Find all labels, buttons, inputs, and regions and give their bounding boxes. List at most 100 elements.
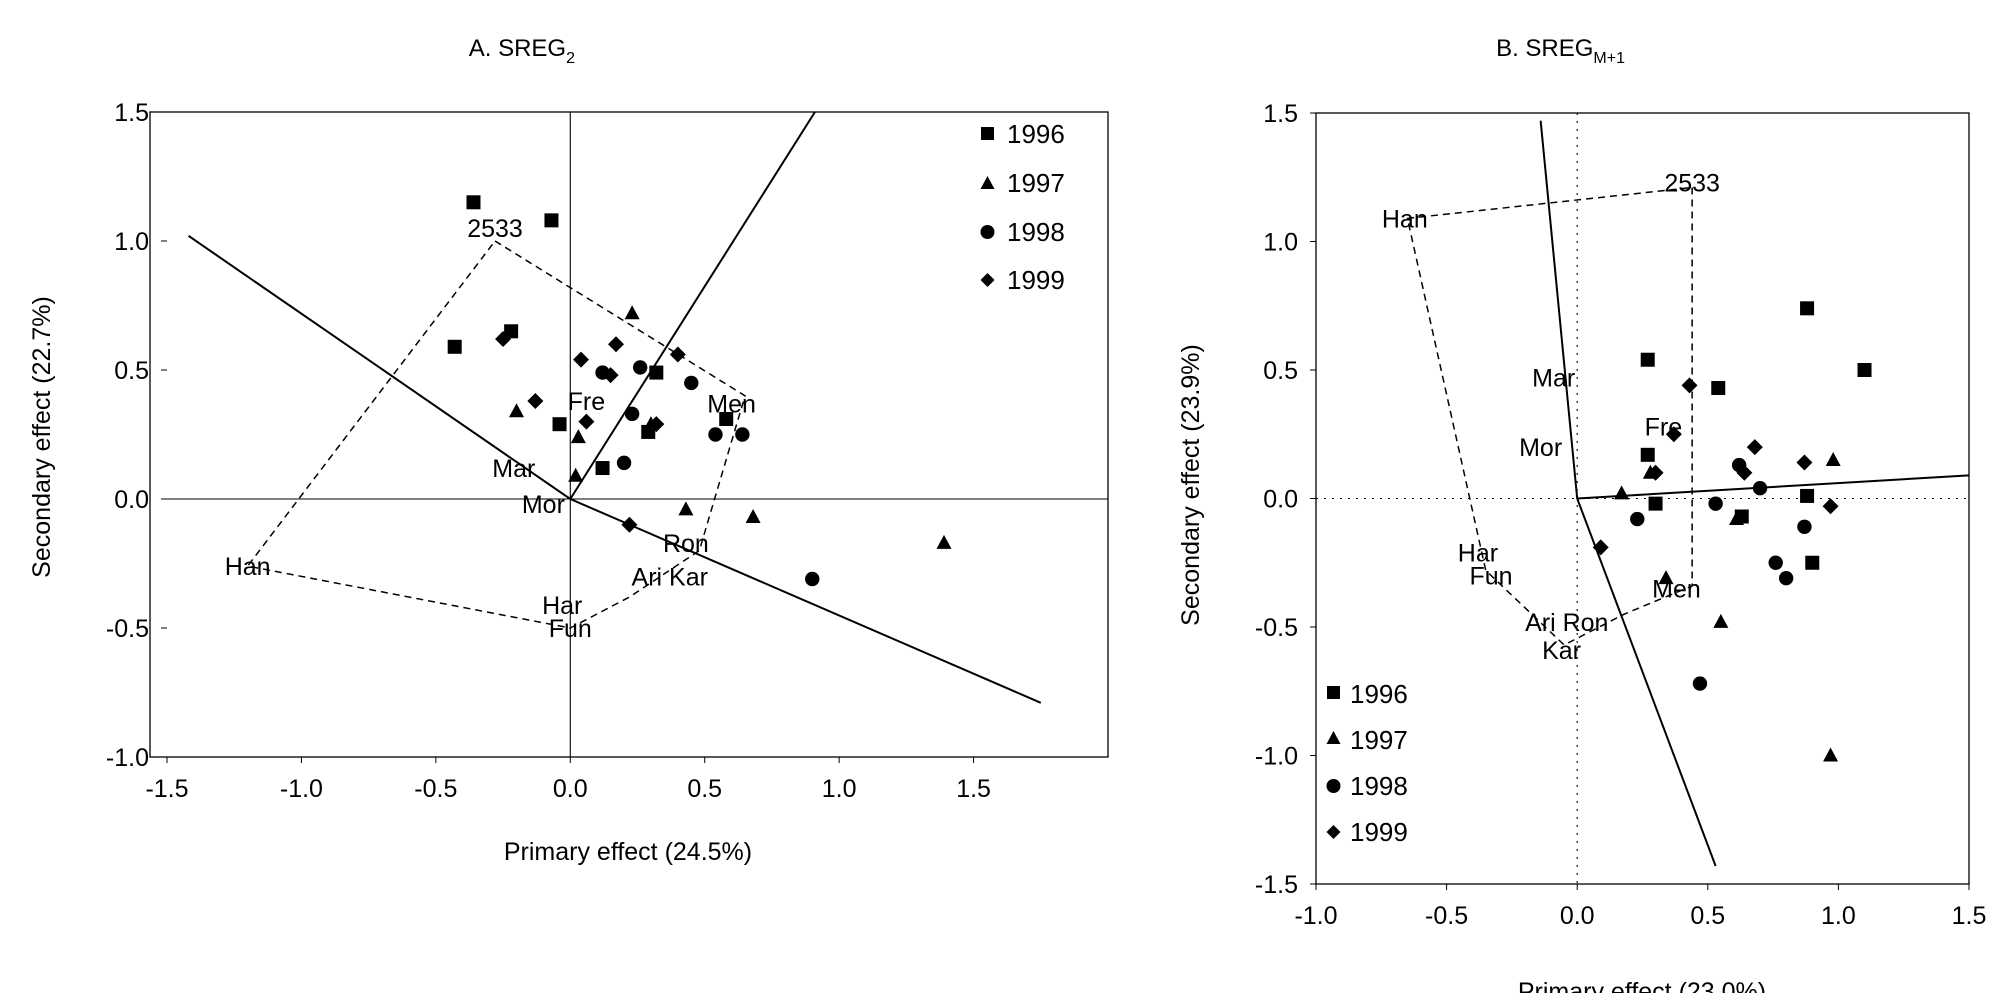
- x-tick-label: 0.5: [1690, 902, 1725, 930]
- panel-a-biplot-lines: [187, 111, 1042, 704]
- panel-a-reference-lines: [167, 112, 1108, 757]
- point-1998: [1630, 511, 1645, 527]
- legend-label: 1997: [1350, 725, 1408, 755]
- point-1998: [735, 427, 750, 442]
- point-1999: [1796, 454, 1813, 471]
- y-tick-label: 0.5: [1263, 357, 1298, 385]
- point-1997: [509, 403, 525, 418]
- legend-square-marker: [981, 127, 994, 140]
- panel-a-chart: A. SREG2 -1.5 -1.0 -0.5 0.0 0.5 1.0 1.5 -1.0 -0…: [28, 35, 1109, 866]
- location-polygon: [246, 240, 746, 629]
- x-tick-label: -1.5: [145, 775, 188, 803]
- panel-a-plot-area: [149, 111, 1109, 758]
- location-label: Han: [1382, 205, 1428, 233]
- point-1996: [1800, 488, 1815, 503]
- location-label: 2533: [467, 215, 523, 243]
- panel-b-y-ticks: -1.5 -1.0 -0.5 0.0 0.5 1.0 1.5: [1255, 100, 1316, 899]
- legend-label: 1996: [1007, 119, 1065, 149]
- location-label: Fun: [1469, 563, 1512, 591]
- panel-a-y-ticks: -1.0 -0.5 0.0 0.5 1.0 1.5: [106, 99, 167, 772]
- panel-b-polygon: [1406, 186, 1693, 646]
- point-1998: [1768, 555, 1783, 570]
- point-1997: [1614, 485, 1630, 500]
- y-tick-label: -1.0: [1255, 743, 1298, 771]
- y-tick-label: 0.5: [114, 357, 149, 385]
- y-tick-label: -0.5: [1255, 614, 1298, 642]
- location-label: Mar: [492, 455, 535, 483]
- legend-square-marker: [1327, 686, 1340, 699]
- location-label: Fun: [549, 615, 592, 643]
- x-tick-label: 0.0: [1560, 902, 1595, 930]
- point-1997: [624, 305, 640, 320]
- point-1999: [1647, 464, 1664, 481]
- point-1997: [678, 501, 694, 516]
- location-label: Fre: [568, 388, 606, 416]
- panel-b-points: [1592, 301, 1872, 762]
- legend-label: 1999: [1007, 265, 1065, 295]
- point-1996: [1640, 447, 1655, 462]
- location-polygon: [1406, 186, 1693, 646]
- y-tick-label: 1.5: [114, 99, 149, 127]
- legend-item-1996: 1996: [981, 119, 1065, 149]
- point-1996: [447, 339, 462, 354]
- point-1996: [1857, 363, 1872, 377]
- legend-item-1998: 1998: [1326, 771, 1408, 801]
- legend-item-1996: 1996: [1327, 679, 1408, 709]
- point-1999: [621, 516, 638, 533]
- point-1998: [632, 360, 648, 375]
- panel-a-points: [447, 195, 952, 587]
- point-1999: [573, 351, 590, 368]
- panel-a-title: A. SREG2: [469, 35, 575, 67]
- panel-b-chart: B. SREGM+1 -1.0 -0.5 0.0 0.5 1.0 1.5 -1.5-1.0…: [1177, 35, 1986, 993]
- point-1999: [1592, 539, 1609, 556]
- legend-label: 1997: [1007, 168, 1065, 198]
- x-tick-label: 0.0: [553, 775, 588, 803]
- point-1999: [607, 336, 624, 353]
- x-tick-label: -1.0: [1294, 902, 1337, 930]
- point-1999: [602, 367, 619, 384]
- point-1997: [1823, 747, 1839, 762]
- point-1999: [1665, 426, 1682, 443]
- point-1998: [1797, 519, 1812, 534]
- y-tick-label: 1.0: [1263, 229, 1298, 257]
- location-label: Mor: [1519, 434, 1562, 462]
- point-1997: [1658, 570, 1674, 585]
- point-1996: [719, 412, 734, 427]
- point-1998: [708, 427, 723, 442]
- point-1999: [495, 331, 512, 348]
- biplot-line: [569, 111, 816, 500]
- legend-item-1998: 1998: [980, 217, 1065, 247]
- legend-circle-marker: [1326, 779, 1341, 793]
- legend-label: 1996: [1350, 679, 1408, 709]
- y-tick-label: 0.0: [114, 486, 149, 514]
- point-1996: [552, 417, 567, 432]
- panel-a-x-axis-label: Primary effect (24.5%): [504, 838, 752, 866]
- point-1997: [568, 467, 584, 482]
- panel-b-x-ticks: -1.0 -0.5 0.0 0.5 1.0 1.5: [1294, 884, 1986, 930]
- panel-a-legend: 1996 1997 1998 1999: [980, 119, 1065, 295]
- x-tick-label: 1.0: [1821, 902, 1856, 930]
- location-label: Mor: [522, 491, 565, 519]
- point-1998: [1708, 496, 1723, 511]
- panel-b-biplot-lines: [1539, 120, 1970, 867]
- point-1998: [1752, 481, 1768, 496]
- point-1998: [1778, 570, 1794, 586]
- biplot-line: [187, 235, 571, 500]
- x-tick-label: -0.5: [414, 775, 457, 803]
- point-1996: [544, 213, 559, 228]
- legend-diamond-marker: [1326, 825, 1341, 839]
- point-1997: [1713, 613, 1729, 628]
- point-1996: [1711, 380, 1726, 395]
- point-1999: [1736, 464, 1753, 481]
- location-label: Har: [1458, 539, 1498, 567]
- panel-b-x-axis-label: Primary effect (23.0%): [1518, 978, 1766, 993]
- y-tick-label: 0.0: [1263, 486, 1298, 514]
- location-label: 2533: [1664, 169, 1720, 197]
- point-1998: [616, 455, 632, 471]
- point-1999: [1746, 439, 1763, 456]
- point-1999: [1822, 498, 1839, 515]
- biplot-line: [569, 498, 1042, 704]
- location-label: Han: [225, 553, 271, 581]
